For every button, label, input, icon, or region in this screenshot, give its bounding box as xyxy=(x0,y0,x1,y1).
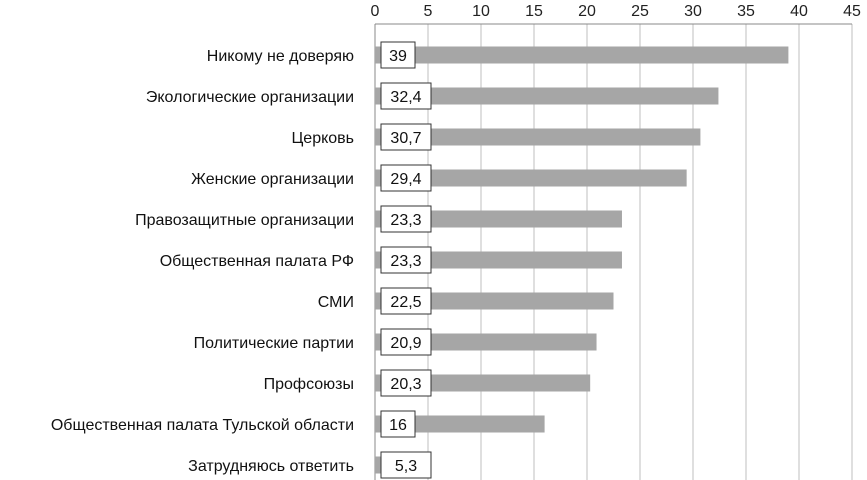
category-label: Общественная палата РФ xyxy=(160,253,354,270)
category-label: Профсоюзы xyxy=(264,376,354,393)
x-tick-label: 25 xyxy=(631,3,649,20)
category-label: Политические партии xyxy=(194,335,354,352)
bar xyxy=(375,128,701,146)
bar xyxy=(375,46,789,64)
data-label: 20,3 xyxy=(390,376,421,393)
data-label: 29,4 xyxy=(390,171,421,188)
category-label: Правозащитные организации xyxy=(135,212,354,229)
x-tick-label: 5 xyxy=(424,3,433,20)
bar xyxy=(375,87,719,105)
data-label: 39 xyxy=(389,48,407,65)
category-label: СМИ xyxy=(318,294,354,311)
data-label: 20,9 xyxy=(390,335,421,352)
bar xyxy=(375,415,545,433)
x-tick-label: 35 xyxy=(737,3,755,20)
bar xyxy=(375,169,687,187)
category-label: Экологические организации xyxy=(146,89,354,106)
bar xyxy=(375,210,622,228)
data-label: 23,3 xyxy=(390,253,421,270)
x-tick-label: 15 xyxy=(525,3,543,20)
category-label: Общественная палата Тульской области xyxy=(51,417,354,434)
bar xyxy=(375,251,622,269)
data-label-box xyxy=(380,369,432,397)
data-label-box xyxy=(380,205,432,233)
x-tick-label: 30 xyxy=(684,3,702,20)
data-label: 5,3 xyxy=(395,458,417,475)
x-axis-ticks: 0 5 10 15 20 25 30 35 40 45 xyxy=(371,3,861,20)
data-label: 22,5 xyxy=(390,294,421,311)
data-labels: 39 32,4 30,7 29,4 23,3 23,3 22,5 20,9 20,3 16 5,3 xyxy=(380,41,432,479)
data-label: 23,3 xyxy=(390,212,421,229)
data-label-box xyxy=(380,246,432,274)
data-label-box xyxy=(380,82,432,110)
data-label: 30,7 xyxy=(390,130,421,147)
x-tick-label: 40 xyxy=(790,3,808,20)
data-label: 32,4 xyxy=(390,89,421,106)
data-label-box xyxy=(380,123,432,151)
data-label-box xyxy=(380,451,432,479)
x-tick-label: 20 xyxy=(578,3,596,20)
category-labels: Никому не доверяю Экологические организац… xyxy=(51,48,354,475)
data-label-box xyxy=(380,410,416,438)
data-label: 16 xyxy=(389,417,407,434)
category-label: Затрудняюсь ответить xyxy=(188,458,354,475)
data-label-box xyxy=(380,328,432,356)
x-tick-label: 0 xyxy=(371,3,380,20)
category-label: Женские организации xyxy=(191,171,354,188)
data-label-box xyxy=(380,41,416,69)
bar xyxy=(375,292,614,310)
x-tick-label: 10 xyxy=(472,3,490,20)
category-label: Никому не доверяю xyxy=(207,48,354,65)
data-label-box xyxy=(380,164,432,192)
data-label-box xyxy=(380,287,432,315)
category-label: Церковь xyxy=(291,130,354,147)
bars xyxy=(375,46,789,474)
x-tick-label: 45 xyxy=(843,3,861,20)
